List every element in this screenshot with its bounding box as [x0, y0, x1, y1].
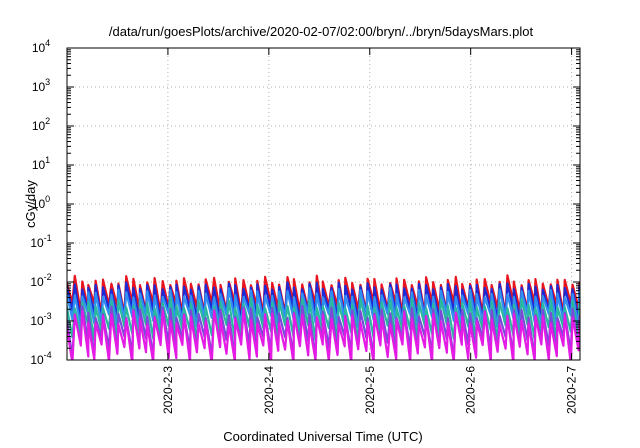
y-tick-labels: 10-4 10-3 10-2 10-1 100 101 102 103 104: [30, 38, 51, 367]
x-tick-label: 2020-2-7: [565, 366, 579, 414]
x-tick-label: 2020-2-5: [363, 366, 377, 414]
axis-ticks: [67, 47, 580, 361]
x-tick-label: 2020-2-3: [161, 366, 175, 414]
chart-title: /data/run/goesPlots/archive/2020-02-07/0…: [109, 24, 534, 39]
y-tick-label: 100: [32, 194, 50, 211]
y-tick-label: 101: [32, 155, 50, 172]
x-tick-label: 2020-2-6: [464, 366, 478, 414]
y-tick-label: 10-2: [30, 272, 51, 289]
y-axis-label: cGy/day: [23, 180, 38, 228]
series-layer: [67, 274, 580, 360]
y-tick-label: 10-1: [30, 233, 51, 250]
x-tick-label: 2020-2-4: [262, 366, 276, 414]
y-tick-label: 10-3: [30, 311, 51, 328]
x-tick-labels: 2020-2-3 2020-2-4 2020-2-5 2020-2-6 2020-2-7: [161, 366, 579, 414]
y-tick-label: 104: [32, 38, 50, 55]
series-line-6: [67, 308, 580, 360]
y-tick-label: 102: [32, 116, 50, 133]
y-tick-label: 10-4: [30, 350, 51, 367]
y-tick-label: 103: [32, 77, 50, 94]
x-axis-label: Coordinated Universal Time (UTC): [223, 429, 422, 444]
